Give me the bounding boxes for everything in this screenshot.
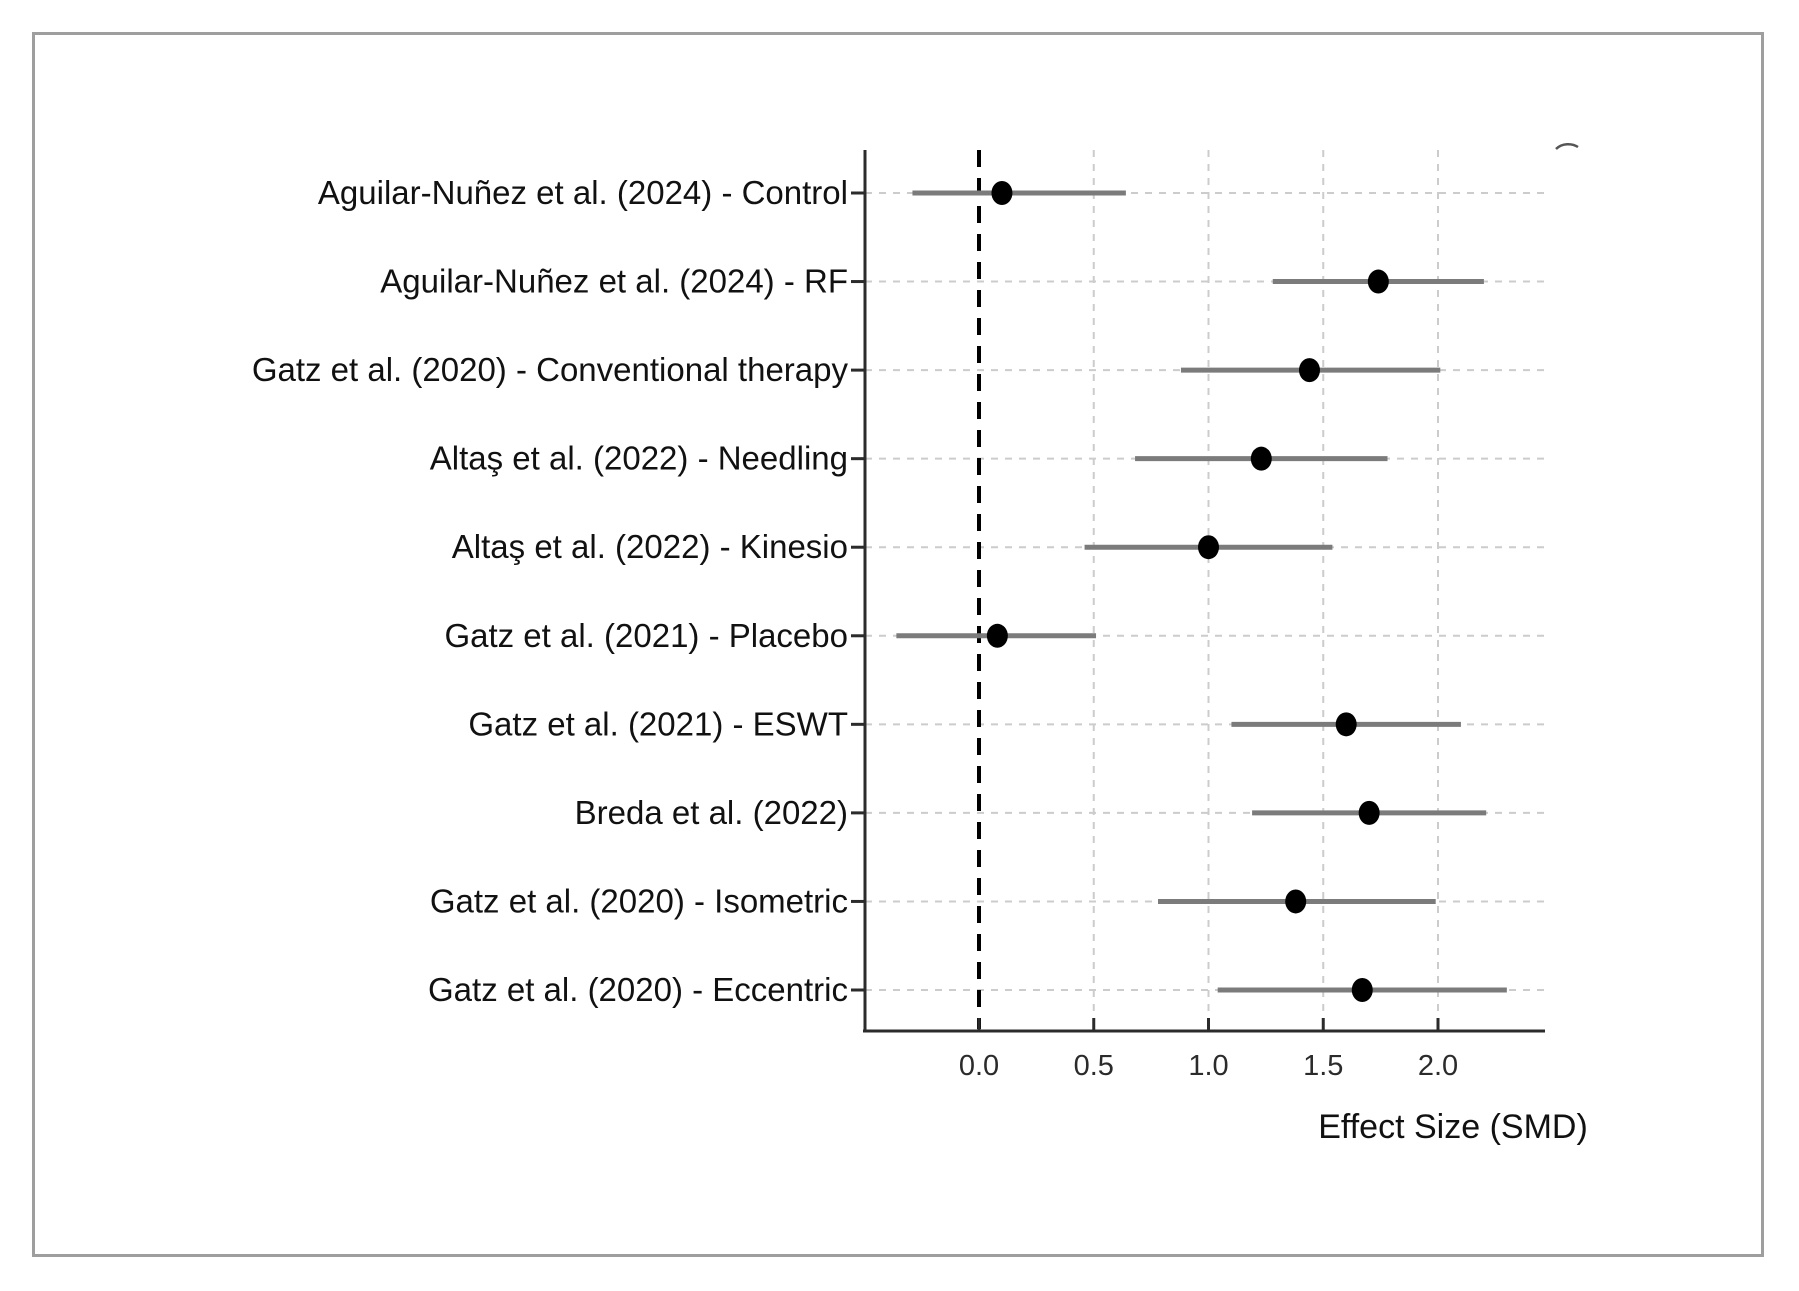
figure-border: [32, 32, 1764, 1257]
effect-point-marker: [991, 181, 1013, 205]
stray-mark: [1555, 143, 1579, 150]
effect-point-marker: [1298, 358, 1320, 383]
x-tick-label: 2.0: [1418, 1050, 1458, 1082]
x-tick-label: 0.5: [1074, 1050, 1114, 1082]
study-label: Gatz et al. (2020) - Conventional therap…: [252, 351, 849, 388]
effect-point-marker: [1351, 977, 1373, 1002]
effect-point-marker: [1358, 800, 1380, 825]
effect-point-marker: [1250, 446, 1272, 471]
study-label: Gatz et al. (2020) - Isometric: [430, 882, 848, 919]
study-label: Gatz et al. (2020) - Eccentric: [428, 971, 848, 1008]
study-label: Gatz et al. (2021) - ESWT: [468, 705, 848, 742]
effect-point-marker: [986, 623, 1008, 648]
effect-point-marker: [1285, 889, 1307, 914]
effect-point-marker: [1198, 535, 1219, 560]
study-label: Aguilar-Nuñez et al. (2024) - Control: [318, 174, 848, 211]
study-label: Altaş et al. (2022) - Needling: [430, 440, 848, 477]
x-tick-label: 1.0: [1188, 1050, 1228, 1082]
x-tick-label: 1.5: [1303, 1050, 1343, 1082]
study-label: Altaş et al. (2022) - Kinesio: [452, 528, 848, 565]
x-axis-title: Effect Size (SMD): [1318, 1108, 1588, 1146]
effect-point-marker: [1367, 269, 1389, 294]
x-tick-label: 0.0: [959, 1050, 999, 1082]
study-label: Aguilar-Nuñez et al. (2024) - RF: [380, 263, 848, 300]
effect-point-marker: [1335, 712, 1357, 737]
study-label: Gatz et al. (2021) - Placebo: [444, 617, 848, 654]
study-label: Breda et al. (2022): [575, 794, 848, 831]
